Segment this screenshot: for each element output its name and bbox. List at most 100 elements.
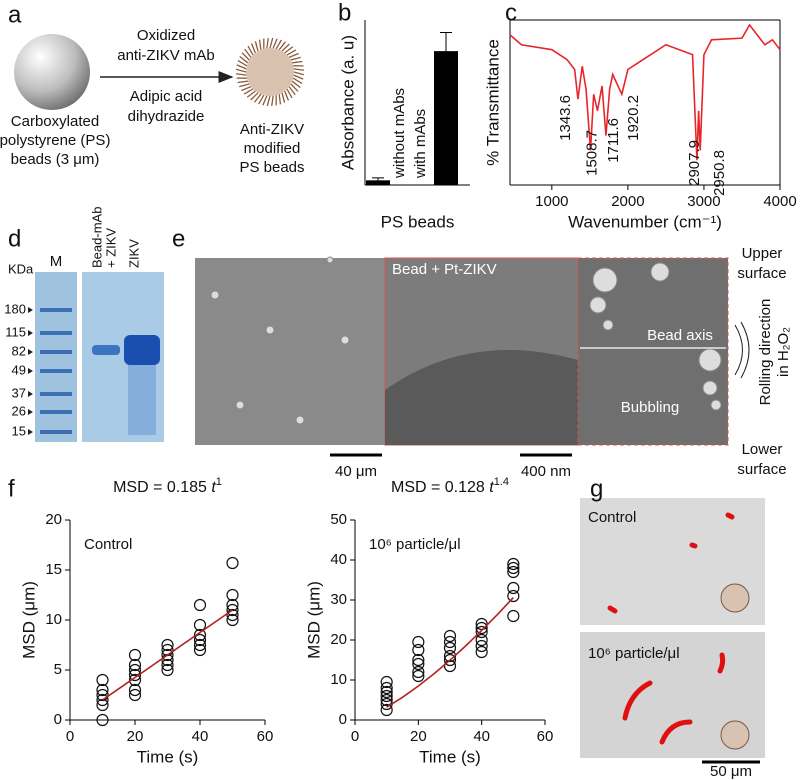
trajectory <box>725 512 735 520</box>
y-tick-label: 10 <box>330 671 347 688</box>
rolling-arrows <box>734 321 750 379</box>
antibody <box>291 80 301 88</box>
marker-label: 49 <box>12 362 26 377</box>
antibody <box>244 48 252 58</box>
antibody <box>269 37 274 49</box>
marker-arrow <box>28 349 33 355</box>
ps-bead <box>14 34 90 110</box>
point <box>96 683 109 697</box>
point <box>128 663 142 677</box>
gel-band <box>92 345 120 355</box>
antibody <box>254 41 259 52</box>
marker-label: 26 <box>12 403 26 418</box>
antibody <box>246 90 256 98</box>
point <box>507 561 520 575</box>
x-tick-label: 4000 <box>763 193 796 210</box>
antibody <box>258 94 265 105</box>
antibody <box>266 37 269 49</box>
point <box>128 688 142 702</box>
unit-label: KDa <box>8 261 34 276</box>
category-label: without mAbs <box>391 88 408 179</box>
point <box>443 629 457 643</box>
fit-line <box>102 609 233 701</box>
x-tick-label: 0 <box>66 728 74 745</box>
point <box>193 643 207 657</box>
point <box>412 653 425 667</box>
chart-title: MSD = 0.185 t1 <box>113 476 222 496</box>
surface-label: surface <box>737 265 786 282</box>
trajectory <box>659 719 693 745</box>
bubble <box>589 296 607 314</box>
point <box>193 638 207 652</box>
x-tick-label: 20 <box>127 728 144 745</box>
marker-label: 180 <box>4 301 26 316</box>
bead <box>265 325 275 335</box>
bubble <box>602 319 614 331</box>
rolling-label: in H₂O₂ <box>775 327 792 377</box>
antibody <box>237 60 248 67</box>
panel-label: a <box>8 1 22 28</box>
point <box>380 689 393 703</box>
caption: PS beads <box>239 159 304 176</box>
antibody <box>293 71 305 76</box>
point <box>443 635 457 649</box>
point <box>443 653 457 667</box>
marker-band <box>40 350 72 354</box>
point <box>475 639 488 653</box>
point <box>96 673 109 687</box>
antibody <box>241 52 250 61</box>
bar <box>434 51 458 185</box>
antibody <box>258 39 262 50</box>
antibody <box>275 39 282 50</box>
point <box>161 648 174 662</box>
point <box>226 588 239 602</box>
antibody <box>247 45 254 56</box>
x-tick-label: 1000 <box>535 193 568 210</box>
bubble <box>710 399 722 411</box>
antibody <box>235 73 247 76</box>
surface-label: Lower <box>742 441 783 458</box>
marker-band <box>40 331 72 335</box>
point <box>507 609 520 623</box>
marker-label: 15 <box>12 423 26 438</box>
point <box>193 598 207 612</box>
scale-label: 50 μm <box>710 763 752 780</box>
antibody <box>284 90 290 101</box>
lane-label: + ZIKV <box>103 228 118 268</box>
marker-label: 37 <box>12 385 26 400</box>
x-tick-label: 40 <box>473 728 490 745</box>
marker-arrow <box>28 391 33 397</box>
point <box>96 693 109 707</box>
reagent: dihydrazide <box>128 108 205 125</box>
annotation: Control <box>84 536 132 553</box>
antibody <box>281 43 290 52</box>
point <box>412 635 425 649</box>
point <box>193 628 207 642</box>
panel-label: b <box>338 0 351 26</box>
point <box>412 643 425 657</box>
y-tick-label: 40 <box>330 551 347 568</box>
panel-label: e <box>172 225 185 252</box>
caption: Anti-ZIKV <box>240 121 304 138</box>
marker-band <box>40 308 72 312</box>
point <box>380 685 393 699</box>
point <box>475 625 488 639</box>
x-tick-label: 20 <box>410 728 427 745</box>
point <box>128 673 142 687</box>
point <box>161 658 174 672</box>
bubble <box>592 267 618 293</box>
title-part: t <box>211 479 216 496</box>
y-tick-label: 10 <box>45 611 62 628</box>
point <box>412 665 425 679</box>
point <box>128 668 142 682</box>
caption: polystyrene (PS) <box>0 132 110 149</box>
antibody <box>290 56 301 61</box>
sem-image <box>195 258 385 445</box>
antibody <box>271 95 274 107</box>
x-tick-label: 0 <box>351 728 359 745</box>
antibody <box>278 94 282 105</box>
y-tick-label: 30 <box>330 591 347 608</box>
x-tick-label: 60 <box>257 728 274 745</box>
point <box>226 556 239 570</box>
scale-label: 40 μm <box>335 463 377 480</box>
